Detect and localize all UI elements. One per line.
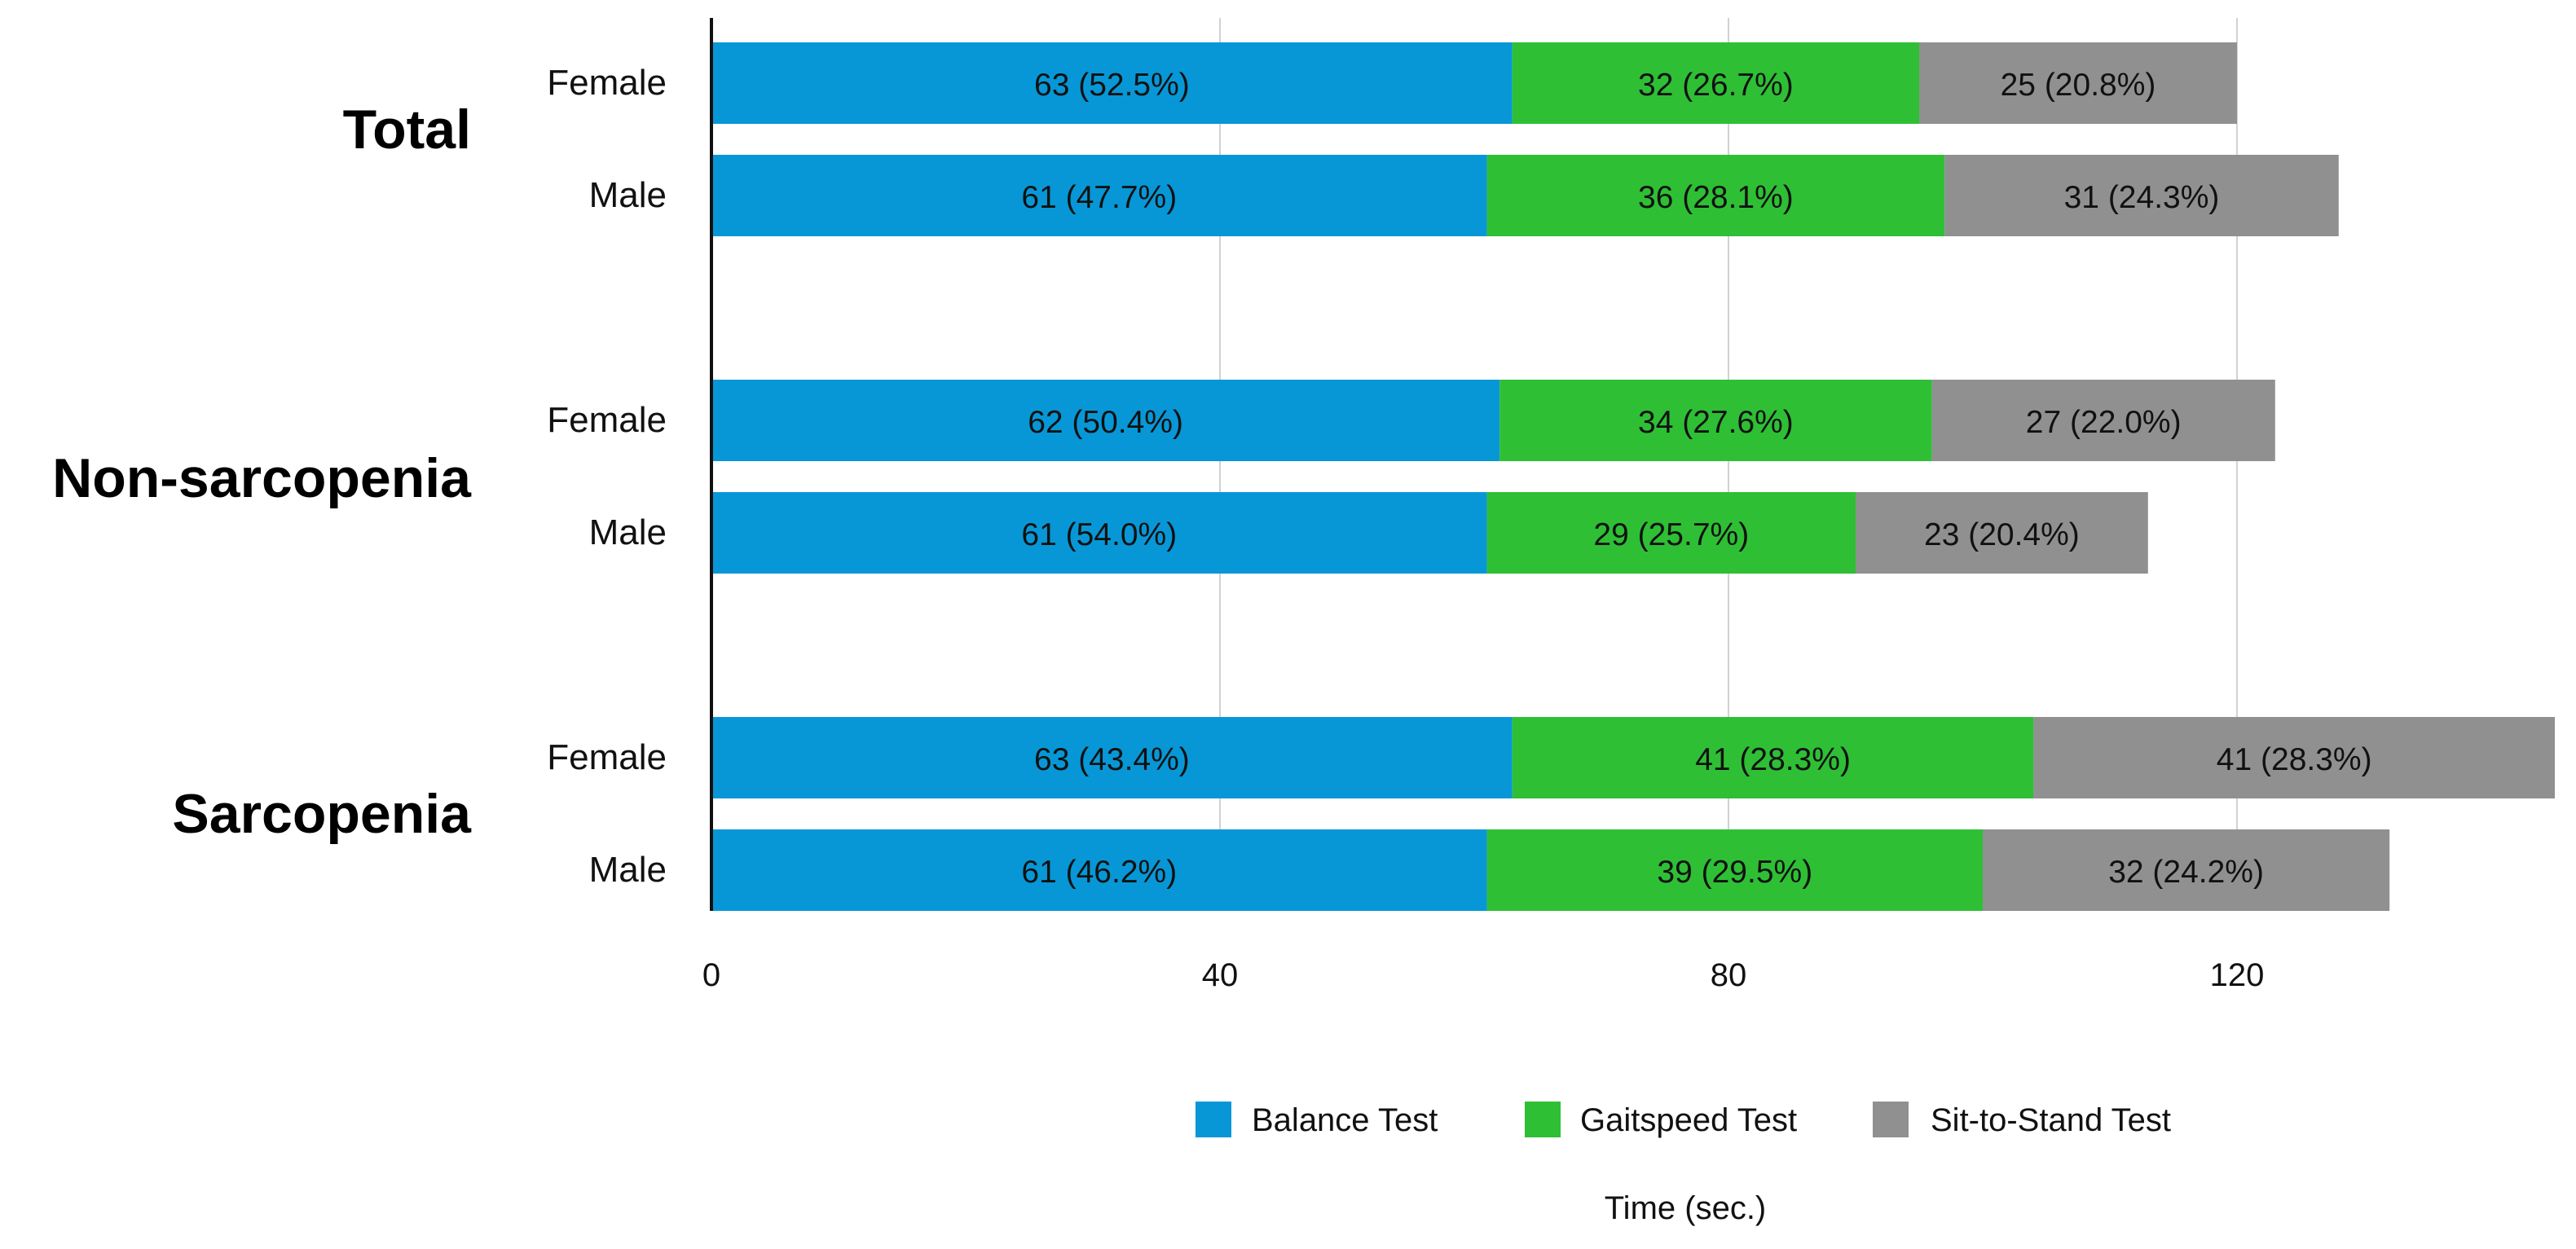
data-label-non-sarcopenia-male-gaitspeed-test: 29 (25.7%)	[1593, 517, 1749, 552]
bar-sarcopenia-male-gaitspeed-test[interactable]	[1486, 829, 1983, 911]
x-axis-label: Time (sec.)	[1605, 1190, 1767, 1226]
bar-total-female-sit-to-stand-test[interactable]	[1919, 42, 2237, 124]
row-label-total-male: Male	[589, 175, 667, 215]
data-label-total-female-sit-to-stand-test: 25 (20.8%)	[2001, 68, 2156, 103]
row-label-total-female: Female	[547, 63, 667, 103]
legend-swatch-gaitspeed-test	[1525, 1102, 1561, 1137]
bar-non-sarcopenia-female-sit-to-stand-test[interactable]	[1931, 380, 2275, 461]
row-label-non-sarcopenia-female: Female	[547, 400, 667, 440]
data-label-total-male-sit-to-stand-test: 31 (24.3%)	[2064, 180, 2220, 215]
data-label-total-male-gaitspeed-test: 36 (28.1%)	[1638, 180, 1794, 215]
bar-total-female-balance-test[interactable]	[711, 42, 1513, 124]
data-label-total-male-balance-test: 61 (47.7%)	[1021, 180, 1177, 215]
bar-total-male-sit-to-stand-test[interactable]	[1944, 155, 2339, 236]
legend-swatch-balance-test	[1196, 1102, 1231, 1137]
data-label-sarcopenia-male-sit-to-stand-test: 32 (24.2%)	[2108, 855, 2264, 890]
data-label-non-sarcopenia-male-balance-test: 61 (54.0%)	[1021, 517, 1177, 552]
legend-label-gaitspeed-test: Gaitspeed Test	[1580, 1102, 1797, 1138]
legend-label-sit-to-stand-test: Sit-to-Stand Test	[1931, 1102, 2171, 1138]
group-label-total: Total	[343, 99, 471, 161]
legend-label-balance-test: Balance Test	[1252, 1102, 1438, 1138]
bar-non-sarcopenia-female-gaitspeed-test[interactable]	[1499, 380, 1932, 461]
bar-non-sarcopenia-male-gaitspeed-test[interactable]	[1486, 492, 1856, 574]
x-tick-label-40: 40	[1202, 957, 1239, 993]
row-label-non-sarcopenia-male: Male	[589, 512, 667, 552]
data-label-sarcopenia-male-balance-test: 61 (46.2%)	[1021, 855, 1177, 890]
bar-sarcopenia-female-gaitspeed-test[interactable]	[1512, 717, 2034, 798]
data-label-total-female-gaitspeed-test: 32 (26.7%)	[1638, 68, 1794, 103]
data-label-sarcopenia-female-gaitspeed-test: 41 (28.3%)	[1695, 742, 1851, 777]
group-label-sarcopenia: Sarcopenia	[172, 783, 472, 845]
legend-swatch-sit-to-stand-test	[1873, 1102, 1909, 1137]
bar-sarcopenia-male-sit-to-stand-test[interactable]	[1983, 829, 2390, 911]
data-label-non-sarcopenia-male-sit-to-stand-test: 23 (20.4%)	[1924, 517, 2080, 552]
data-label-sarcopenia-female-sit-to-stand-test: 41 (28.3%)	[2217, 742, 2372, 777]
bar-non-sarcopenia-male-balance-test[interactable]	[711, 492, 1487, 574]
group-label-non-sarcopenia: Non-sarcopenia	[52, 447, 472, 509]
data-label-total-female-balance-test: 63 (52.5%)	[1034, 68, 1190, 103]
bar-sarcopenia-male-balance-test[interactable]	[711, 829, 1487, 911]
bar-sarcopenia-female-sit-to-stand-test[interactable]	[2033, 717, 2555, 798]
x-tick-label-80: 80	[1711, 957, 1747, 993]
bar-non-sarcopenia-male-sit-to-stand-test[interactable]	[1856, 492, 2148, 574]
bar-total-male-balance-test[interactable]	[711, 155, 1487, 236]
bar-non-sarcopenia-female-balance-test[interactable]	[711, 380, 1500, 461]
data-label-non-sarcopenia-female-sit-to-stand-test: 27 (22.0%)	[2026, 405, 2182, 440]
row-label-sarcopenia-male: Male	[589, 850, 667, 890]
bar-total-female-gaitspeed-test[interactable]	[1512, 42, 1919, 124]
bar-total-male-gaitspeed-test[interactable]	[1486, 155, 1945, 236]
data-label-non-sarcopenia-female-balance-test: 62 (50.4%)	[1028, 405, 1183, 440]
x-tick-label-120: 120	[2210, 957, 2265, 993]
data-label-sarcopenia-male-gaitspeed-test: 39 (29.5%)	[1657, 855, 1812, 890]
row-label-sarcopenia-female: Female	[547, 737, 667, 777]
x-tick-label-0: 0	[702, 957, 720, 993]
data-label-non-sarcopenia-female-gaitspeed-test: 34 (27.6%)	[1638, 405, 1794, 440]
data-label-sarcopenia-female-balance-test: 63 (43.4%)	[1034, 742, 1190, 777]
bar-sarcopenia-female-balance-test[interactable]	[711, 717, 1513, 798]
